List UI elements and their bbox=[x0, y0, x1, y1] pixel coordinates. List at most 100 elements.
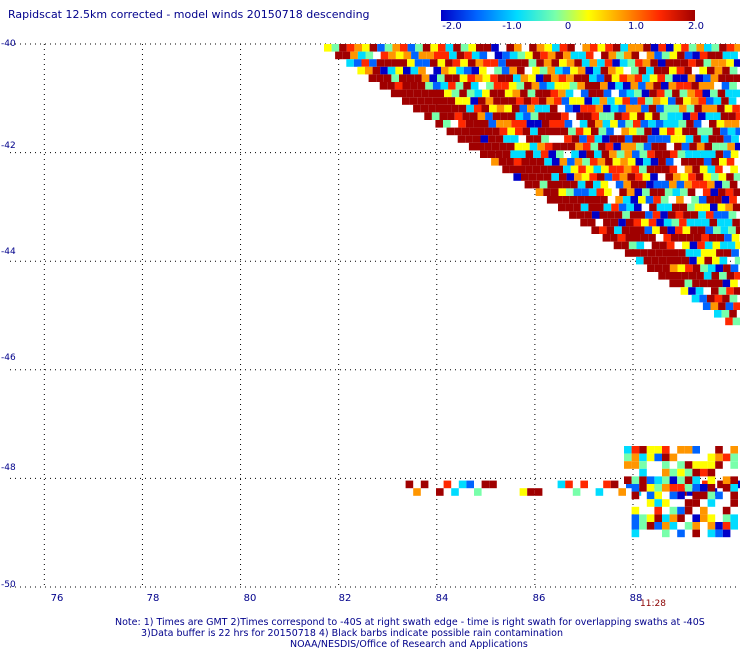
wind-cell bbox=[688, 287, 696, 295]
wind-cell bbox=[649, 188, 658, 196]
wind-cell bbox=[708, 135, 717, 143]
wind-cell bbox=[698, 211, 706, 219]
wind-cell bbox=[417, 82, 426, 90]
wind-cell bbox=[729, 310, 737, 318]
wind-cell bbox=[671, 120, 679, 128]
wind-cell bbox=[519, 104, 528, 113]
wind-cell bbox=[446, 127, 455, 136]
wind-cell bbox=[383, 74, 392, 82]
wind-cell bbox=[707, 499, 716, 507]
wind-cell bbox=[474, 488, 482, 496]
wind-cell bbox=[342, 51, 351, 60]
wind-cell bbox=[604, 173, 613, 181]
wind-cell bbox=[587, 104, 596, 113]
wind-cell bbox=[635, 173, 643, 181]
wind-cell bbox=[654, 264, 663, 272]
wind-cell bbox=[565, 104, 573, 113]
wind-cell bbox=[563, 51, 571, 60]
wind-cell bbox=[672, 74, 681, 82]
wind-cell bbox=[424, 97, 433, 105]
wind-cell bbox=[682, 241, 690, 250]
wind-cell bbox=[405, 480, 414, 489]
wind-cell bbox=[536, 173, 544, 181]
wind-cell bbox=[567, 158, 575, 166]
wind-cell bbox=[646, 514, 655, 522]
wind-cell bbox=[513, 158, 522, 166]
wind-cell bbox=[369, 59, 377, 67]
wind-cell bbox=[546, 97, 554, 105]
wind-cell bbox=[702, 302, 711, 310]
wind-cell bbox=[585, 51, 594, 60]
wind-cell bbox=[681, 256, 690, 265]
wind-cell bbox=[558, 89, 566, 98]
wind-cell bbox=[498, 59, 506, 67]
wind-cell bbox=[388, 51, 396, 60]
wind-cell bbox=[611, 203, 619, 212]
wind-cell bbox=[663, 218, 672, 227]
wind-cell bbox=[634, 74, 643, 82]
wind-cell bbox=[730, 461, 738, 469]
wind-cell bbox=[484, 127, 493, 136]
wind-cell bbox=[716, 234, 725, 242]
wind-cell bbox=[576, 112, 584, 120]
wind-cell bbox=[506, 142, 515, 151]
wind-cell bbox=[474, 89, 483, 98]
wind-cell bbox=[693, 120, 702, 128]
wind-cell bbox=[722, 279, 731, 288]
wind-cell bbox=[462, 97, 471, 105]
wind-cell bbox=[633, 218, 642, 227]
wind-cell bbox=[681, 44, 689, 52]
wind-cell bbox=[600, 196, 608, 204]
wind-cell bbox=[535, 89, 543, 98]
wind-cell bbox=[528, 74, 536, 82]
wind-cell bbox=[493, 82, 502, 90]
wind-cell bbox=[720, 226, 729, 234]
wind-cell bbox=[465, 120, 474, 128]
wind-cell bbox=[625, 234, 633, 242]
wind-cell bbox=[498, 158, 507, 166]
lon-label: 76 bbox=[50, 593, 64, 604]
wind-cell bbox=[530, 127, 538, 136]
wind-cell bbox=[522, 142, 530, 151]
wind-cell bbox=[429, 74, 437, 82]
wind-cell bbox=[654, 491, 662, 500]
wind-cell bbox=[696, 158, 704, 166]
wind-cell bbox=[428, 104, 436, 113]
wind-cell bbox=[432, 82, 441, 90]
wind-cell bbox=[657, 188, 665, 196]
wind-cell bbox=[506, 158, 514, 166]
wind-cell bbox=[542, 89, 551, 98]
wind-cell bbox=[532, 66, 540, 75]
wind-cell bbox=[460, 59, 468, 67]
wind-cell bbox=[425, 82, 433, 90]
wind-cell bbox=[715, 453, 723, 462]
wind-cell bbox=[610, 480, 619, 489]
wind-cell bbox=[546, 196, 555, 204]
wind-cell bbox=[506, 44, 514, 52]
wind-cell bbox=[717, 218, 725, 227]
wind-cell bbox=[732, 89, 740, 98]
wind-cell bbox=[637, 211, 646, 219]
wind-cell bbox=[687, 74, 696, 82]
wind-cell bbox=[532, 165, 541, 174]
wind-cell bbox=[616, 51, 624, 60]
wind-cell bbox=[705, 112, 714, 120]
wind-cell bbox=[692, 514, 700, 522]
wind-cell bbox=[647, 249, 656, 257]
wind-cell bbox=[571, 150, 579, 158]
wind-cell bbox=[660, 97, 668, 105]
wind-cell bbox=[547, 51, 556, 60]
wind-cell bbox=[571, 135, 580, 143]
wind-cell bbox=[697, 127, 705, 136]
wind-cell bbox=[667, 211, 676, 219]
wind-cell bbox=[621, 127, 629, 136]
wind-cell bbox=[733, 302, 740, 310]
wind-cell bbox=[647, 135, 656, 143]
wind-cell bbox=[581, 59, 590, 67]
wind-cell bbox=[655, 135, 663, 143]
wind-cell bbox=[659, 226, 668, 234]
wind-cell bbox=[603, 203, 612, 212]
wind-cell bbox=[589, 59, 598, 67]
wind-cell bbox=[731, 249, 739, 257]
wind-cell bbox=[656, 203, 665, 212]
